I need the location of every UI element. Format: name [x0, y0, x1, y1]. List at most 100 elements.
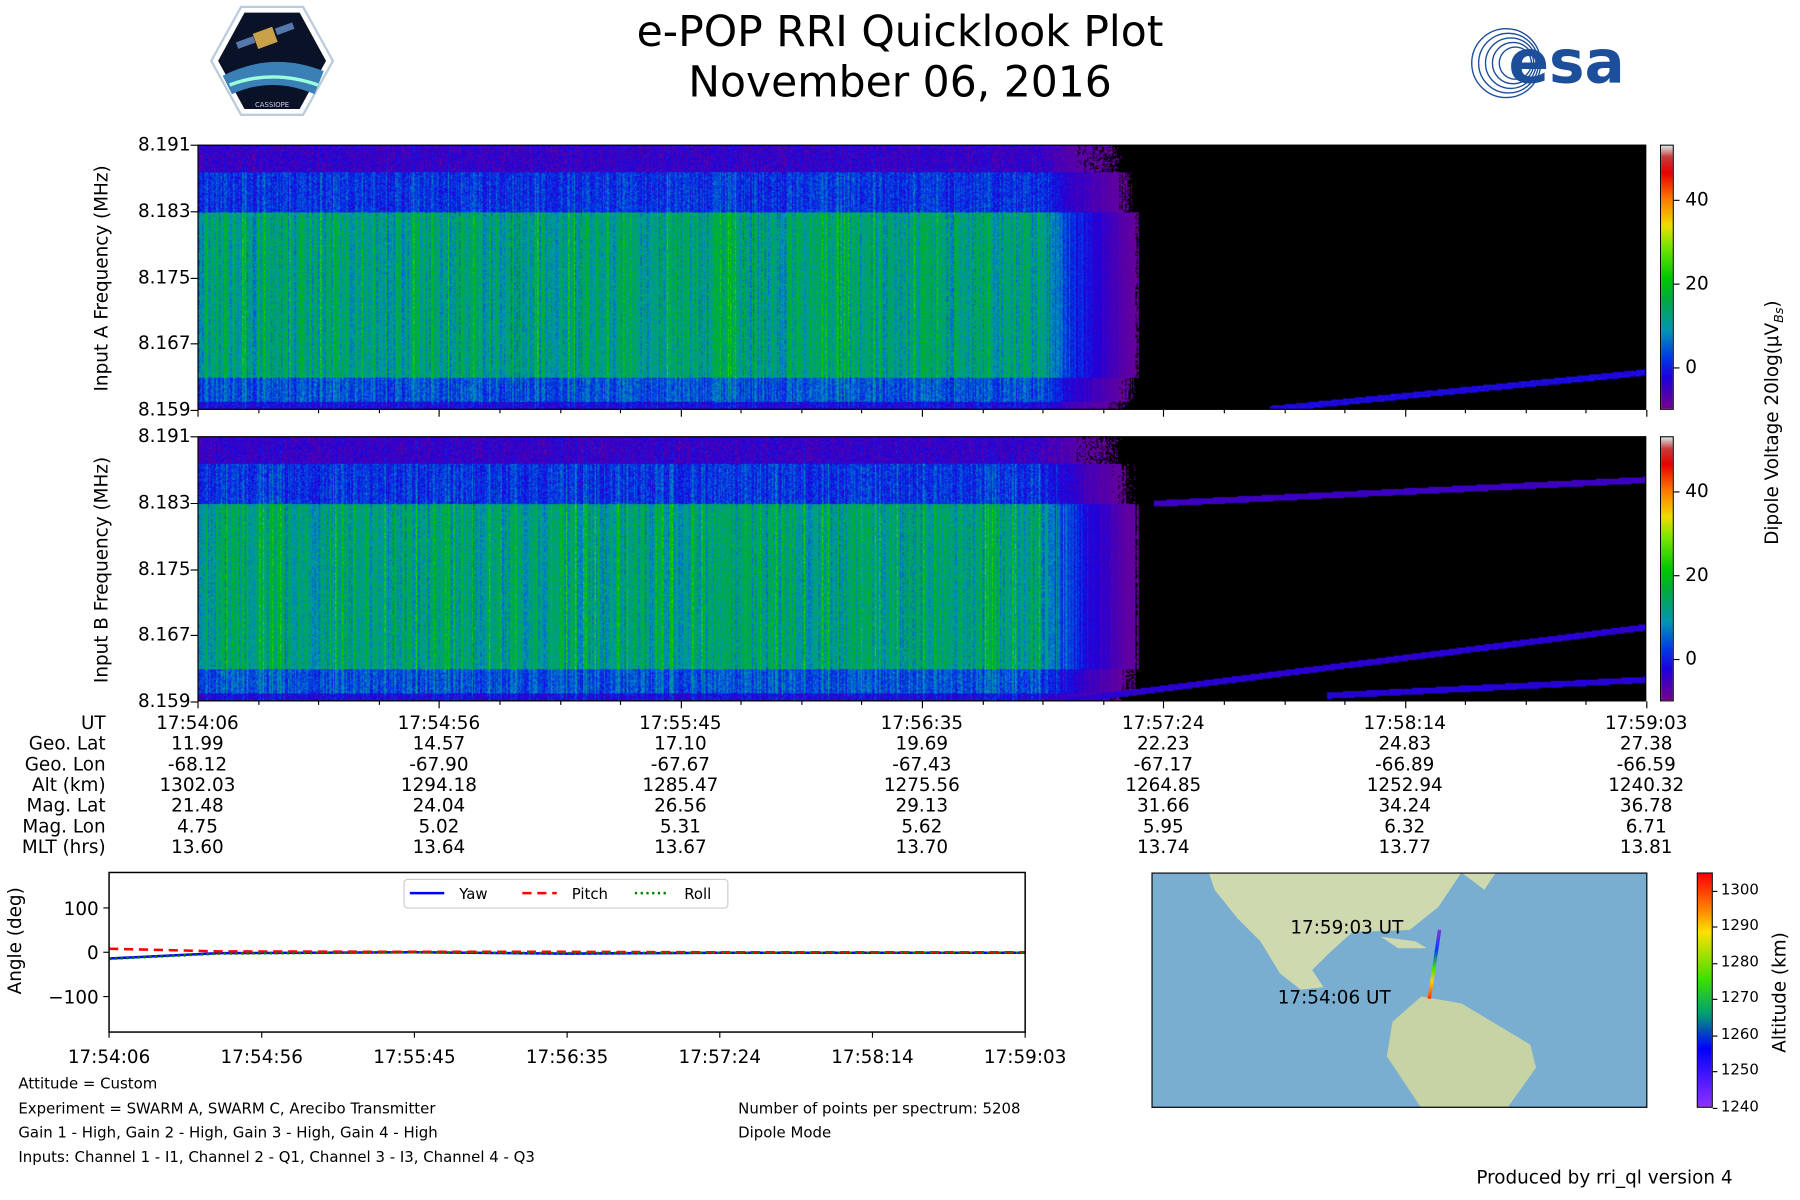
xtick-mark	[499, 701, 501, 705]
ephemeris-cell: 13.74	[1136, 835, 1190, 858]
ytick-label: 8.175	[137, 265, 191, 288]
altitude-tick-label: 1300	[1720, 881, 1759, 899]
panel-a-ylabel: Input A Frequency (MHz)	[90, 165, 112, 392]
ephemeris-cell: 17:55:45	[639, 711, 722, 734]
ephemeris-cell: 5.02	[418, 815, 460, 837]
ephemeris-cell: 13.67	[654, 835, 707, 858]
altitude-tick	[1712, 1035, 1718, 1037]
altitude-tick	[1712, 999, 1718, 1001]
ephemeris-cell: -68.12	[167, 753, 228, 775]
ephemeris-row-label: Geo. Lat	[28, 732, 106, 755]
ytick-mark	[190, 701, 198, 703]
ytick-mark	[190, 502, 198, 504]
altitude-tick	[1712, 926, 1718, 928]
xtick-mark	[1525, 409, 1527, 414]
ephemeris-cell: 17:58:14	[1363, 711, 1446, 734]
xtick-mark	[1284, 701, 1286, 705]
ephemeris-cell: 11.99	[171, 732, 224, 755]
info-experiment: Experiment = SWARM A, SWARM C, Arecibo T…	[18, 1100, 436, 1119]
ephemeris-cell: 13.60	[171, 835, 224, 858]
xtick-mark	[378, 701, 380, 705]
xtick-mark	[740, 409, 742, 414]
ytick-mark	[190, 409, 198, 411]
spectrogram-b-image	[198, 437, 1646, 701]
voltage-colorbar-b	[1660, 436, 1674, 702]
land-fragment	[1461, 872, 1496, 890]
altitude-tick-label: 1240	[1720, 1098, 1759, 1116]
ephemeris-cell: -67.43	[892, 753, 952, 775]
ytick-label: 100	[64, 899, 99, 920]
ytick-mark	[190, 144, 198, 146]
ephemeris-cell: 5.95	[1142, 815, 1184, 837]
xtick-label: 17:56:35	[526, 1047, 608, 1068]
ytick-mark	[190, 277, 198, 279]
ephemeris-cell: 24.83	[1378, 732, 1432, 755]
xtick-mark	[1585, 409, 1588, 414]
legend-label-roll: Roll	[684, 885, 711, 903]
colorbar-tick-label: 0	[1685, 647, 1697, 670]
ephemeris-row-label: Geo. Lon	[24, 753, 106, 775]
cassiope-logo: CASSIOPE	[209, 5, 335, 116]
ytick-label: 8.175	[137, 557, 191, 580]
xtick-mark	[1344, 409, 1346, 414]
figure-title: e-POP RRI Quicklook Plot	[636, 6, 1164, 57]
xtick-mark	[982, 701, 984, 705]
xtick-mark	[318, 409, 320, 414]
xtick-mark	[1042, 701, 1044, 705]
altitude-tick-label: 1260	[1720, 1026, 1759, 1044]
colorbar-tick	[1673, 283, 1680, 285]
xtick-mark	[438, 701, 441, 709]
xtick-mark	[861, 701, 863, 705]
colorbar-tick-label: 20	[1685, 563, 1709, 586]
xtick-mark	[921, 409, 923, 417]
colorbar-tick	[1673, 199, 1680, 201]
track-end-label: 17:59:03 UT	[1290, 917, 1404, 938]
xtick-mark	[620, 701, 622, 705]
ephemeris-cell: 4.75	[177, 815, 218, 837]
xtick-mark	[197, 409, 199, 417]
series-roll	[108, 951, 1026, 961]
ephemeris-cell: -66.89	[1375, 753, 1435, 775]
altitude-colorbar	[1696, 872, 1713, 1108]
ephemeris-cell: 1285.47	[642, 773, 719, 796]
ephemeris-cell: 13.81	[1619, 835, 1673, 858]
ephemeris-cell: 24.04	[412, 794, 466, 817]
colorbar-tick	[1673, 490, 1680, 493]
altitude-tick	[1712, 962, 1718, 965]
altitude-tick-label: 1250	[1720, 1062, 1759, 1080]
altitude-tick-label: 1290	[1720, 917, 1759, 935]
xtick-mark	[1465, 701, 1467, 705]
xtick-mark	[801, 701, 803, 705]
altitude-tick	[1712, 1071, 1718, 1073]
ephemeris-cell: 17:54:56	[397, 711, 481, 734]
altitude-tick	[1712, 890, 1718, 892]
ephemeris-cell: 34.24	[1378, 794, 1432, 817]
xtick-mark	[620, 409, 622, 414]
colorbar-tick-label: 40	[1685, 479, 1709, 502]
ytick-label: 8.183	[137, 199, 191, 222]
xtick-label: 17:57:24	[679, 1047, 761, 1068]
caribbean-islands	[1381, 936, 1427, 949]
ephemeris-cell: 13.64	[412, 835, 466, 858]
ephemeris-cell: 17:54:06	[156, 711, 239, 734]
info-gain: Gain 1 - High, Gain 2 - High, Gain 3 - H…	[18, 1125, 438, 1143]
spectrogram-input-b	[197, 436, 1647, 702]
xtick-label: 17:59:03	[984, 1047, 1066, 1068]
ephemeris-cell: 17.10	[654, 732, 707, 755]
xtick-mark	[1585, 701, 1588, 705]
ephemeris-cell: 1294.18	[400, 773, 477, 796]
series-pitch	[109, 947, 1026, 954]
ephemeris-cell: 1264.85	[1125, 773, 1202, 796]
legend-label-yaw: Yaw	[458, 885, 487, 903]
xtick-mark	[1404, 409, 1406, 417]
voltage-colorbar-a	[1660, 144, 1674, 410]
altitude-tick	[1712, 1107, 1718, 1109]
xtick-mark	[680, 701, 682, 709]
xtick-mark	[559, 409, 561, 414]
ephemeris-cell: 5.31	[659, 815, 701, 837]
xtick-mark	[1102, 409, 1105, 414]
ephemeris-row-label: UT	[80, 711, 106, 734]
xtick-mark	[1525, 701, 1527, 705]
ephemeris-cell: 17:56:35	[880, 711, 964, 734]
info-mode: Dipole Mode	[738, 1125, 832, 1143]
